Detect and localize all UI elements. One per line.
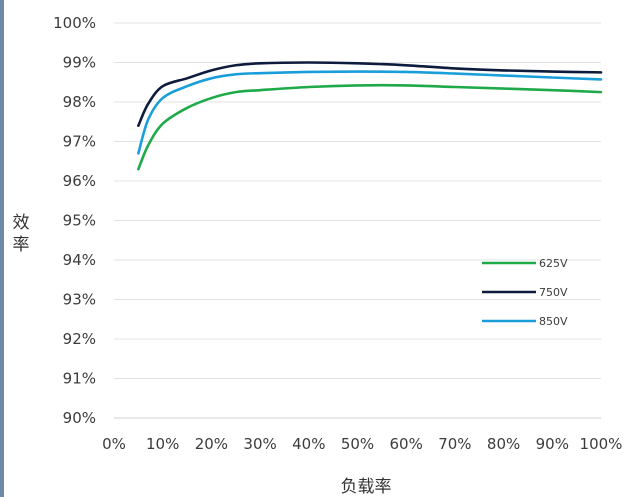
grid-lines bbox=[114, 22, 601, 419]
y-tick-label: 92% bbox=[63, 330, 96, 348]
x-tick-label: 20% bbox=[195, 435, 228, 453]
y-tick-labels: 90% 91% 92% 93% 94% 95% 96% 97% 98% 99% 100% bbox=[53, 14, 96, 427]
legend-label: 850V bbox=[539, 315, 568, 328]
y-tick-label: 97% bbox=[63, 133, 96, 151]
x-tick-label: 40% bbox=[292, 435, 325, 453]
y-tick-label: 99% bbox=[63, 54, 96, 72]
x-tick-label: 50% bbox=[341, 435, 374, 453]
y-axis-title-char: 率 bbox=[13, 235, 30, 255]
x-tick-label: 90% bbox=[536, 435, 569, 453]
series-line-850V bbox=[137, 70, 603, 155]
legend-label: 750V bbox=[539, 286, 568, 299]
y-tick-label: 98% bbox=[63, 93, 96, 111]
y-tick-label: 100% bbox=[53, 14, 96, 32]
legend-label: 625V bbox=[539, 257, 568, 270]
y-tick-label: 93% bbox=[63, 291, 96, 309]
y-tick-label: 96% bbox=[63, 172, 96, 190]
x-tick-label: 0% bbox=[102, 435, 126, 453]
x-tick-labels: 0% 10% 20% 30% 40% 50% 60% 70% 80% 90% 100% bbox=[102, 435, 622, 453]
series-line-625V bbox=[137, 83, 603, 171]
y-tick-label: 90% bbox=[63, 409, 96, 427]
legend: 625V 750V 850V bbox=[482, 257, 568, 328]
y-tick-label: 95% bbox=[63, 212, 96, 230]
x-tick-label: 80% bbox=[487, 435, 520, 453]
y-axis-title-char: 效 bbox=[13, 213, 30, 233]
x-tick-label: 30% bbox=[243, 435, 276, 453]
x-tick-label: 100% bbox=[580, 435, 623, 453]
y-tick-label: 94% bbox=[63, 251, 96, 269]
series-line-750V bbox=[137, 61, 603, 127]
left-edge-bar bbox=[0, 0, 4, 497]
x-tick-label: 70% bbox=[438, 435, 471, 453]
x-tick-label: 60% bbox=[390, 435, 423, 453]
x-axis-title: 负载率 bbox=[341, 477, 392, 497]
y-axis-title: 效率 bbox=[13, 213, 30, 255]
series-lines bbox=[137, 61, 603, 171]
x-tick-label: 10% bbox=[146, 435, 179, 453]
y-tick-label: 91% bbox=[63, 370, 96, 388]
